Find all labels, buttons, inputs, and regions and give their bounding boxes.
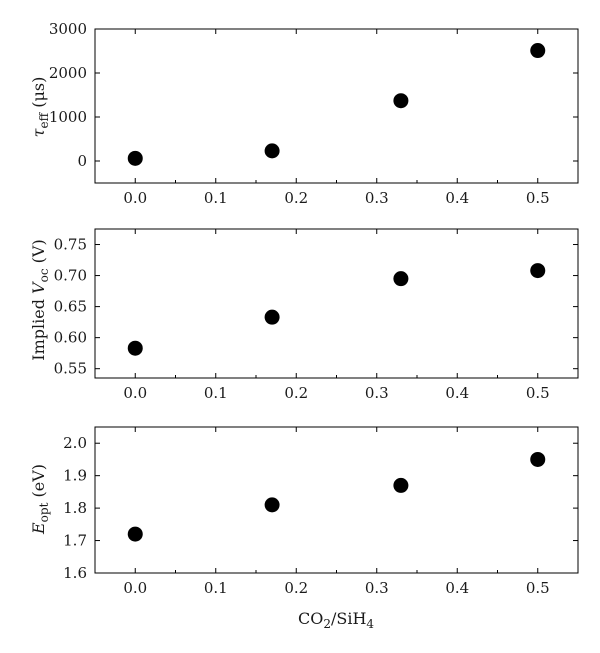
ylabel-bottom: Eopt (eV) [29,464,51,535]
x-tick-label: 0.5 [526,384,550,402]
y-tick-label: 0.65 [54,298,87,316]
y-tick-label: 1.8 [63,499,87,517]
data-point [127,340,143,356]
x-tick-label: 0.3 [365,579,389,597]
panel-middle: 0.0 0.1 0.2 0.3 0.4 0.5 0.55 0.60 0.65 0.70 0.75 [54,228,579,402]
data-point [264,143,280,159]
data-point [530,451,546,467]
data-point [127,150,143,166]
plot-frame [94,228,579,379]
x-tick-label: 0.5 [526,579,550,597]
x-tick-label: 0.4 [445,579,469,597]
y-tick-label: 1000 [49,108,87,126]
y-tick-label: 1.7 [63,532,87,550]
panels: 0.0 0.1 0.2 0.3 0.4 0.5 0 1000 2000 3000 0.0 0.1 0.2… [49,20,579,597]
x-tick-label: 0.1 [204,579,228,597]
x-tick-label: 0.5 [526,189,550,207]
y-tick-label: 0 [77,152,87,170]
plot-frame [94,28,579,184]
x-tick-label: 0.1 [204,384,228,402]
ylabel-middle: Implied Voc (V) [29,239,51,360]
xlabel: CO2/SiH4 [298,609,374,631]
x-tick-label: 0.0 [123,384,147,402]
data-point [393,93,409,109]
panel-bottom: 0.0 0.1 0.2 0.3 0.4 0.5 1.6 1.7 1.8 1.9 2.0 [63,426,579,597]
data-point [264,309,280,325]
data-point [264,497,280,513]
y-tick-label: 0.70 [54,267,87,285]
data-point [393,477,409,493]
x-tick-label: 0.2 [284,384,308,402]
data-point [530,43,546,59]
x-tick-label: 0.4 [445,384,469,402]
y-tick-label: 0.75 [54,236,87,254]
x-tick-label: 0.3 [365,189,389,207]
plot-frame [94,426,579,574]
x-tick-label: 0.0 [123,189,147,207]
data-point [393,271,409,287]
x-tick-label: 0.0 [123,579,147,597]
data-point [127,526,143,542]
panel-top: 0.0 0.1 0.2 0.3 0.4 0.5 0 1000 2000 3000 [49,20,579,207]
ylabel-top: τeff (μs) [29,77,51,138]
y-tick-label: 1.6 [63,564,87,582]
y-tick-label: 3000 [49,20,87,38]
x-tick-label: 0.3 [365,384,389,402]
x-tick-label: 0.2 [284,579,308,597]
x-tick-label: 0.1 [204,189,228,207]
y-tick-label: 2000 [49,64,87,82]
data-point [530,263,546,279]
y-tick-label: 1.9 [63,467,87,485]
x-tick-label: 0.4 [445,189,469,207]
y-tick-label: 2.0 [63,434,87,452]
y-tick-label: 0.60 [54,329,87,347]
x-tick-label: 0.2 [284,189,308,207]
y-tick-label: 0.55 [54,360,87,378]
